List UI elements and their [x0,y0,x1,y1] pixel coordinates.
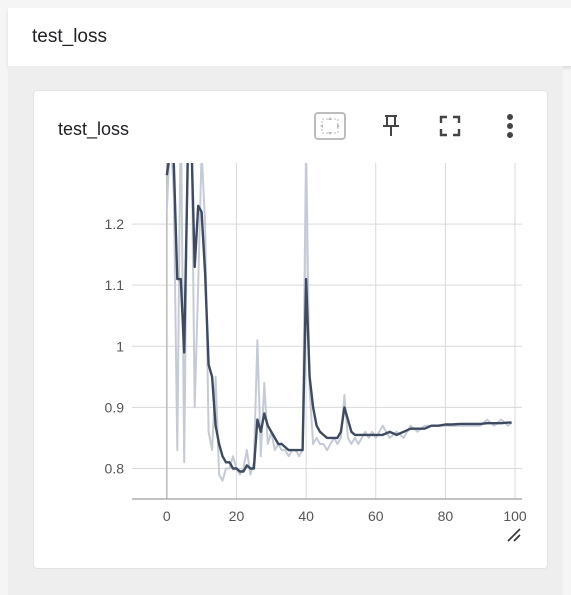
fullscreen-icon[interactable] [433,109,467,143]
header-title: test_loss [32,26,107,47]
x-tick-label: 80 [438,508,454,524]
x-tick-label: 40 [298,508,314,524]
y-tick-label: 0.8 [105,460,125,476]
page-header: test_loss [8,8,571,66]
x-tick-label: 20 [229,508,245,524]
fit-domain-icon[interactable] [313,109,347,143]
resize-handle-icon[interactable] [506,527,522,543]
y-tick-label: 1 [116,338,124,354]
x-tick-label: 0 [163,508,171,524]
smoothed-series-line [165,163,512,473]
x-tick-label: 100 [503,508,527,524]
y-tick-label: 0.9 [105,399,125,415]
pin-icon[interactable] [374,109,408,143]
line-chart[interactable]: 0 20 40 60 80 100 0.8 0.9 1 1.1 1.2 [34,91,547,531]
chart-card: test_loss 0 20 40 60 80 100 0.8 0.9 1 1.1 1.2 [33,90,548,569]
y-tick-label: 1.2 [105,216,125,232]
more-vert-icon[interactable] [493,109,527,143]
card-title: test_loss [58,119,130,139]
y-tick-label: 1.1 [105,277,125,293]
x-tick-label: 60 [368,508,384,524]
